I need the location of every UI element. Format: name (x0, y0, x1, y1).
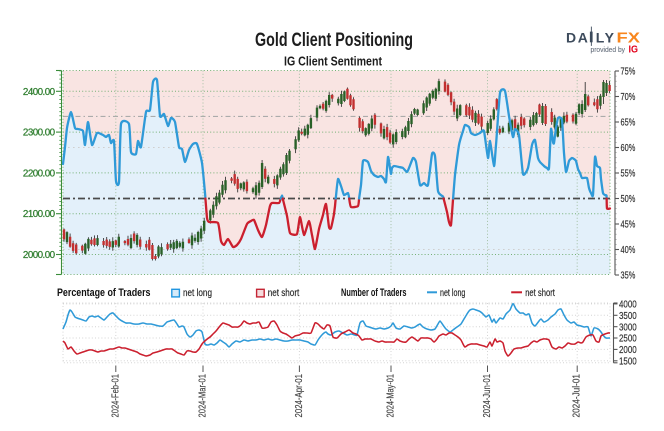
svg-text:2500: 2500 (619, 334, 637, 345)
svg-text:net short: net short (268, 287, 300, 299)
svg-text:1500: 1500 (619, 357, 637, 368)
svg-text:IG: IG (629, 44, 639, 56)
svg-text:Gold Client Positioning: Gold Client Positioning (255, 29, 413, 51)
svg-text:2000: 2000 (619, 345, 637, 356)
svg-text:3500: 3500 (619, 311, 637, 322)
svg-text:60%: 60% (621, 143, 636, 154)
svg-text:2024-Jul-01: 2024-Jul-01 (572, 374, 583, 418)
svg-text:2024-Jun-01: 2024-Jun-01 (482, 374, 493, 418)
svg-text:2000.00: 2000.00 (23, 250, 56, 261)
svg-text:IG Client Sentiment: IG Client Sentiment (284, 54, 383, 69)
svg-text:Percentage of Traders: Percentage of Traders (57, 287, 151, 299)
svg-text:55%: 55% (621, 169, 636, 180)
svg-text:FX: FX (617, 29, 641, 46)
svg-text:2200.00: 2200.00 (23, 168, 56, 179)
svg-text:4000: 4000 (619, 300, 637, 311)
svg-text:75%: 75% (621, 67, 636, 78)
svg-text:2024-Feb-01: 2024-Feb-01 (110, 374, 121, 418)
svg-text:LY: LY (596, 29, 616, 45)
svg-text:2300.00: 2300.00 (23, 128, 56, 139)
svg-text:65%: 65% (621, 118, 636, 129)
svg-text:2400.00: 2400.00 (23, 87, 56, 98)
svg-text:provided by: provided by (591, 45, 626, 54)
svg-text:40%: 40% (621, 245, 636, 256)
svg-text:2024-Mar-01: 2024-Mar-01 (198, 374, 209, 418)
svg-text:net long: net long (440, 287, 466, 299)
svg-text:50%: 50% (621, 194, 636, 205)
svg-text:2024-Apr-01: 2024-Apr-01 (294, 374, 305, 418)
svg-text:DA: DA (566, 29, 589, 45)
svg-text:70%: 70% (621, 92, 636, 103)
svg-text:35%: 35% (621, 271, 636, 282)
svg-text:2024-May-01: 2024-May-01 (386, 374, 397, 418)
svg-text:Number of Traders: Number of Traders (341, 287, 407, 299)
svg-text:net short: net short (525, 287, 555, 299)
svg-text:net long: net long (183, 287, 212, 299)
svg-text:3000: 3000 (619, 322, 637, 333)
svg-text:45%: 45% (621, 220, 636, 231)
svg-text:2100.00: 2100.00 (23, 209, 56, 220)
